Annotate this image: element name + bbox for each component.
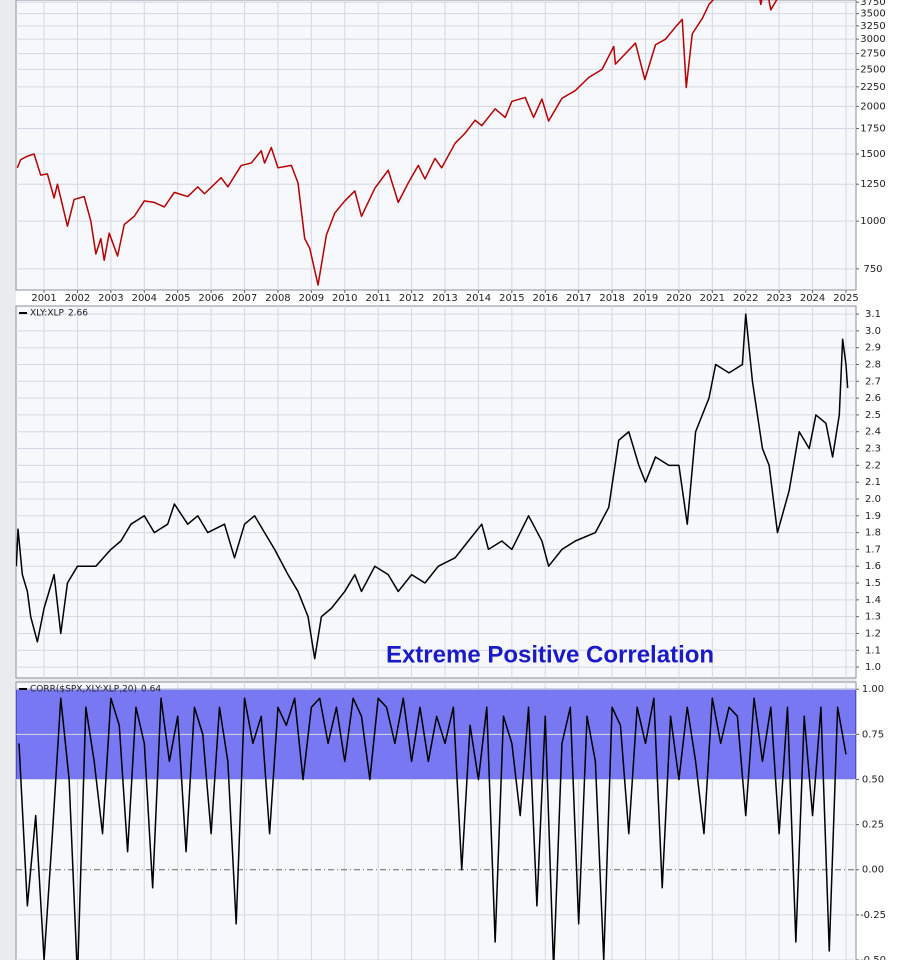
y-tick-label: 1.6 [865,561,881,572]
y-tick-label: 2750 [860,49,885,60]
y-tick-label: 2.7 [865,376,881,387]
y-tick-label: 750 [863,264,882,275]
y-tick-label: 3750 [860,0,885,8]
x-tick-label: 2011 [365,293,390,304]
x-tick-label: 2007 [232,293,257,304]
y-tick-label: -0.25 [860,910,886,921]
x-tick-label: 2017 [566,293,591,304]
y-tick-label: 3000 [860,34,885,45]
panel [15,0,857,291]
legend-label: CORR($SPX,XLY:XLP,20) [30,685,137,695]
x-tick-label: 2003 [98,293,123,304]
series-line [16,0,778,286]
y-tick-label: 0.00 [862,865,884,876]
y-tick-label: 2.9 [865,343,881,354]
x-tick-label: 2006 [198,293,223,304]
panel [15,305,857,679]
y-tick-label: 3250 [860,21,885,32]
x-tick-label: 2018 [599,293,624,304]
plot-area [16,306,856,678]
x-tick-label: 2008 [265,293,290,304]
y-tick-label: 0.25 [862,820,884,831]
y-tick-label: -0.50 [860,955,886,960]
y-tick-label: 2.3 [865,444,881,455]
y-tick-label: 2000 [860,101,885,112]
x-tick-label: 2004 [132,293,157,304]
y-tick-label: 2.2 [865,460,881,471]
y-tick-label: 0.75 [862,729,884,740]
y-tick-label: 2.5 [865,410,881,421]
x-tick-label: 2009 [299,293,324,304]
y-tick-label: 3.1 [865,309,881,320]
annotation: Extreme Positive Correlation [386,641,714,668]
x-tick-label: 2001 [31,293,56,304]
y-tick-label: 1.8 [865,528,881,539]
x-tick-label: 2024 [800,293,825,304]
x-tick-label: 2025 [833,293,858,304]
x-tick-label: 2019 [633,293,658,304]
x-tick-label: 2012 [399,293,424,304]
axis-strip [856,0,900,960]
y-tick-label: 2.8 [865,359,881,370]
y-tick-label: 0.50 [862,774,884,785]
legend-value: 0.64 [141,685,161,695]
y-tick-label: 1750 [860,123,885,134]
series-line [16,313,849,660]
x-tick-label: 2013 [432,293,457,304]
y-tick-label: 1.0 [865,662,881,673]
y-tick-label: 3.0 [865,326,881,337]
x-tick-label: 2016 [533,293,558,304]
y-tick-label: 2500 [860,64,885,75]
plot-area [16,0,856,290]
y-tick-label: 2.4 [865,427,881,438]
x-tick-label: 2015 [499,293,524,304]
y-tick-label: 1.2 [865,628,881,639]
y-tick-label: 1250 [860,179,885,190]
legend-value: 2.66 [68,309,88,319]
y-tick-label: 1.00 [862,684,884,695]
y-tick-label: 2.1 [865,477,881,488]
y-tick-label: 2250 [860,82,885,93]
y-tick-label: 1.7 [865,544,881,555]
x-tick-label: 2002 [65,293,90,304]
plot-area [16,682,856,960]
x-tick-label: 2022 [733,293,758,304]
x-tick-label: 2021 [700,293,725,304]
y-tick-label: 1.1 [865,645,881,656]
y-tick-label: 3500 [860,9,885,20]
x-tick-label: 2023 [766,293,791,304]
y-tick-label: 1.9 [865,511,881,522]
series-line [18,697,847,960]
y-tick-label: 1.3 [865,612,881,623]
y-tick-label: 1500 [860,149,885,160]
x-tick-label: 2010 [332,293,357,304]
y-tick-label: 2.0 [865,494,881,505]
y-tick-label: 2.6 [865,393,881,404]
x-tick-label: 2005 [165,293,190,304]
y-tick-label: 1.5 [865,578,881,589]
date-strip [16,290,856,306]
y-tick-label: 1000 [860,216,885,227]
x-tick-label: 2020 [666,293,691,304]
legend-label: XLY:XLP [30,309,64,319]
x-tick-label: 2014 [466,293,491,304]
y-tick-label: 1.4 [865,595,881,606]
